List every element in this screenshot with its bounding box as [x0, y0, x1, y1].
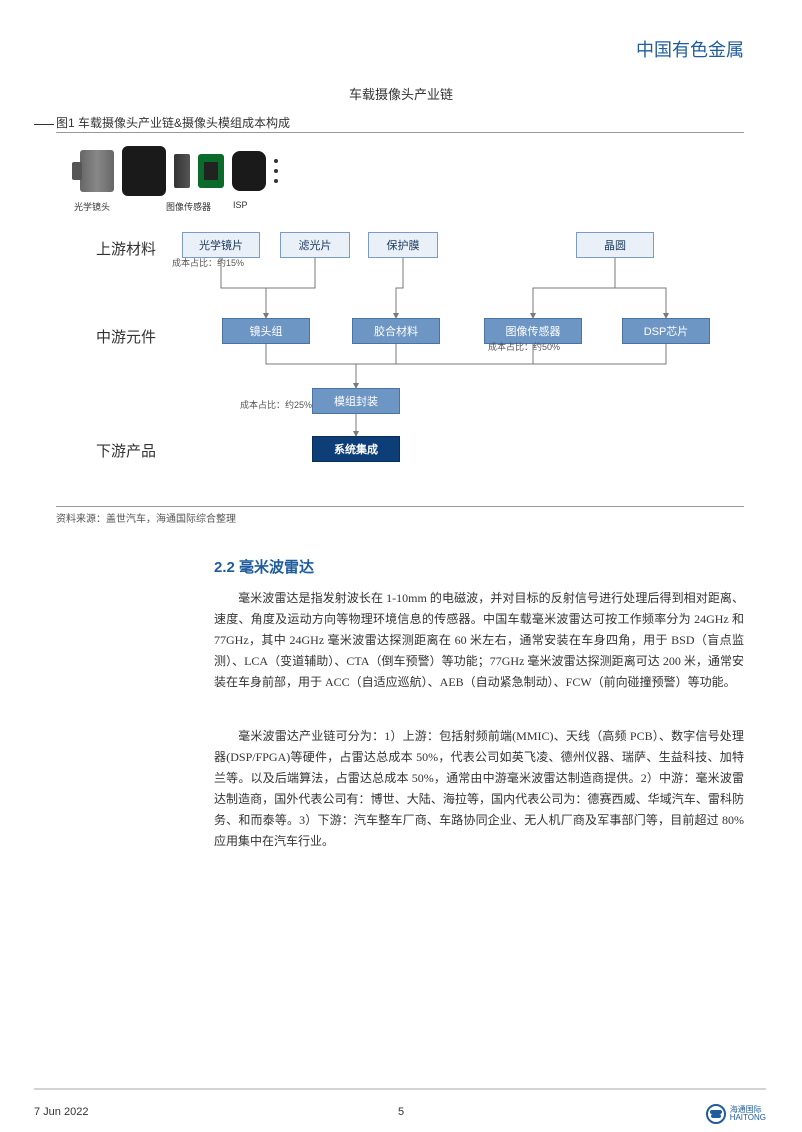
diagram-box-system-integration: 系统集成	[312, 436, 400, 462]
figure-caption: 图1 车载摄像头产业链&摄像头模组成本构成	[56, 114, 290, 131]
supply-chain-diagram: 光学镜头 图像传感器 ISP 上游材料 中游元件 下游产品 光学镜片滤光片保护膜…	[56, 140, 744, 510]
tier-upstream-label: 上游材料	[96, 238, 156, 259]
figure-source: 资料来源：盖世汽车，海通国际综合整理	[56, 510, 236, 525]
tier-midstream-label: 中游元件	[96, 326, 156, 347]
page-header-title: 中国有色金属	[636, 36, 744, 62]
tier-downstream-label: 下游产品	[96, 440, 156, 461]
diagram-box-dsp-chip: DSP芯片	[622, 318, 710, 344]
component-labels-row: 光学镜头 图像传感器 ISP	[74, 200, 248, 213]
paragraph-1: 毫米波雷达是指发射波长在 1-10mm 的电磁波，并对目标的反射信号进行处理后得…	[214, 588, 744, 693]
footer-divider	[34, 1088, 766, 1090]
body-shape	[122, 146, 166, 196]
logo-text-en: HAITONG	[730, 1114, 766, 1122]
diagram-box-wafer: 晶圆	[576, 232, 654, 258]
diagram-box-protective-film: 保护膜	[368, 232, 438, 258]
back-cover-shape	[232, 151, 266, 191]
diagram-box-lens-group: 镜头组	[222, 318, 310, 344]
sensor-shape	[174, 154, 190, 188]
label-isp: ISP	[233, 200, 248, 213]
diagram-box-module-package: 模组封装	[312, 388, 400, 414]
diagram-box-filter: 滤光片	[280, 232, 350, 258]
paragraph-2: 毫米波雷达产业链可分为：1）上游：包括射频前端(MMIC)、天线（高频 PCB）…	[214, 726, 744, 852]
label-image-sensor: 图像传感器	[166, 200, 211, 213]
pcb-shape	[198, 154, 224, 188]
source-divider	[56, 506, 744, 507]
diagram-box-optical-lens-piece: 光学镜片	[182, 232, 260, 258]
cost-note-image-sensor-cost: 成本占比：约50%	[488, 340, 560, 353]
page-footer: 7 Jun 2022 5 海通国际 HAITONG	[0, 1088, 802, 1132]
caption-accent-line	[34, 124, 54, 125]
section-heading: 2.2 毫米波雷达	[214, 556, 314, 577]
lens-shape	[80, 150, 114, 192]
camera-components-illustration	[80, 146, 278, 196]
footer-logo: 海通国际 HAITONG	[706, 1104, 766, 1124]
chain-title: 车载摄像头产业链	[0, 84, 802, 103]
cost-note-module-cost: 成本占比：约25%	[240, 398, 312, 411]
screws-shape	[274, 159, 278, 183]
haitong-logo-icon	[706, 1104, 726, 1124]
cost-note-upstream-cost: 成本占比：约15%	[172, 256, 244, 269]
label-optical-lens: 光学镜头	[74, 200, 110, 213]
footer-page-number: 5	[0, 1106, 802, 1118]
diagram-box-adhesive: 胶合材料	[352, 318, 440, 344]
caption-divider	[56, 132, 744, 133]
